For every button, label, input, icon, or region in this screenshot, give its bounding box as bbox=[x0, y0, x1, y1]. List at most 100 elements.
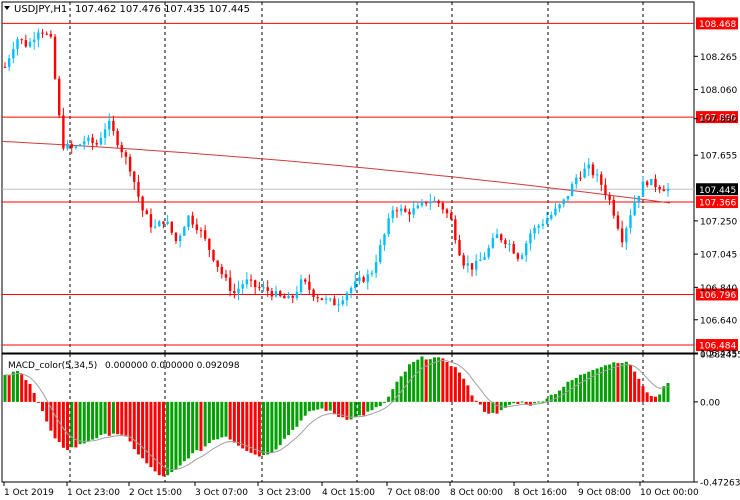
candle-body bbox=[233, 291, 236, 294]
macd-bar bbox=[416, 359, 420, 402]
candle-body bbox=[470, 263, 474, 270]
candle-body bbox=[399, 208, 403, 212]
candle-body bbox=[408, 211, 411, 215]
candle-body bbox=[474, 261, 478, 270]
macd-bar bbox=[262, 401, 266, 456]
price-pane-frame bbox=[1, 1, 695, 354]
price-axis: 108.265 108.060 107.880 107.655 107.250 107.0… bbox=[694, 53, 737, 360]
macd-bar bbox=[374, 401, 378, 408]
candle-body bbox=[149, 214, 153, 228]
candle-body bbox=[604, 184, 607, 196]
candle-body bbox=[600, 174, 603, 185]
candle-body bbox=[495, 234, 499, 239]
symbol-label: USDJPY,H1 bbox=[14, 4, 67, 15]
candle-body bbox=[45, 33, 48, 35]
macd-bar bbox=[349, 401, 353, 420]
macd-bar bbox=[516, 401, 520, 405]
macd-bar bbox=[424, 359, 428, 402]
candle-body bbox=[74, 146, 78, 148]
macd-bar bbox=[574, 377, 578, 402]
macd-bar bbox=[353, 401, 357, 417]
candle-body bbox=[170, 221, 173, 233]
candle-body bbox=[141, 196, 144, 211]
macd-bar bbox=[341, 401, 345, 418]
macd-bar bbox=[28, 383, 32, 402]
candle-body bbox=[529, 233, 532, 244]
macd-bar bbox=[111, 401, 115, 434]
candle-body bbox=[58, 78, 61, 116]
candle-body bbox=[212, 249, 215, 261]
macd-bar bbox=[66, 401, 70, 451]
macd-bar bbox=[503, 401, 507, 408]
macd-bar bbox=[182, 401, 186, 462]
candle-body bbox=[516, 253, 520, 259]
candle-body bbox=[291, 295, 294, 298]
time-tick-label: 8 Oct 00:00 bbox=[450, 488, 503, 498]
time-tick-label: 1 Oct 2019 bbox=[4, 488, 54, 498]
macd-bar bbox=[487, 401, 491, 414]
candle-body bbox=[16, 39, 19, 49]
candle-body bbox=[133, 171, 136, 182]
candle-body bbox=[270, 290, 274, 297]
horizontal-levels: 108.468 107.890 107.366 106.796 106.484 107.4… bbox=[2, 17, 738, 352]
macd-bar bbox=[541, 401, 545, 403]
candle-body bbox=[3, 66, 7, 68]
candle-body bbox=[145, 210, 148, 215]
macd-bar bbox=[578, 374, 582, 402]
candle-body bbox=[279, 291, 282, 296]
candle-body bbox=[24, 40, 28, 47]
macd-bar bbox=[291, 401, 295, 430]
candle-body bbox=[158, 221, 161, 227]
macd-bar bbox=[337, 401, 341, 417]
macd-bar bbox=[466, 385, 470, 402]
macd-bar bbox=[370, 401, 374, 411]
candle-body bbox=[575, 177, 578, 185]
macd-bar bbox=[570, 380, 574, 402]
macd-bar bbox=[287, 401, 291, 436]
macd-bar bbox=[583, 373, 587, 402]
candle-body bbox=[349, 287, 353, 293]
candle-body bbox=[404, 208, 407, 212]
macd-bar bbox=[91, 401, 95, 440]
time-tick-label: 3 Oct 07:00 bbox=[195, 488, 248, 498]
macd-bar bbox=[395, 381, 399, 402]
candle-body bbox=[124, 152, 128, 157]
candle-body bbox=[637, 195, 641, 203]
time-tick-label: 7 Oct 08:00 bbox=[387, 488, 440, 498]
macd-bar bbox=[170, 401, 174, 473]
candle-body bbox=[620, 228, 624, 243]
macd-tick-label: 0.282455 bbox=[700, 351, 740, 361]
macd-bar bbox=[124, 401, 128, 437]
candle-body bbox=[287, 295, 290, 299]
candle-body bbox=[533, 227, 536, 234]
candle-body bbox=[458, 240, 461, 256]
macd-bar bbox=[545, 398, 549, 402]
candle-body bbox=[366, 274, 369, 282]
candle-body bbox=[662, 189, 666, 192]
macd-bar bbox=[533, 401, 537, 404]
price-tick-label: 108.060 bbox=[700, 86, 737, 96]
triangle-down-icon[interactable] bbox=[4, 6, 10, 10]
candle-body bbox=[258, 287, 261, 289]
macd-bar bbox=[232, 401, 236, 443]
macd-bar bbox=[70, 401, 74, 448]
candle-body bbox=[128, 156, 132, 172]
macd-bar bbox=[470, 395, 474, 402]
macd-bar bbox=[136, 401, 140, 455]
macd-bar bbox=[32, 393, 36, 402]
macd-bar bbox=[587, 371, 591, 402]
candle-body bbox=[103, 129, 107, 138]
candle-body bbox=[329, 298, 332, 300]
candle-body bbox=[374, 262, 378, 273]
macd-bar bbox=[3, 374, 7, 402]
ohlc-label: 107.462 107.476 107.435 107.445 bbox=[75, 4, 250, 15]
level-label-bg bbox=[696, 17, 738, 30]
candle-body bbox=[32, 39, 36, 42]
candle-body bbox=[650, 178, 653, 186]
macd-bar bbox=[16, 370, 20, 402]
candle-body bbox=[429, 201, 432, 204]
candle-body bbox=[241, 284, 244, 289]
candle-body bbox=[629, 215, 632, 229]
current-price-label: 107.445 bbox=[699, 186, 736, 196]
